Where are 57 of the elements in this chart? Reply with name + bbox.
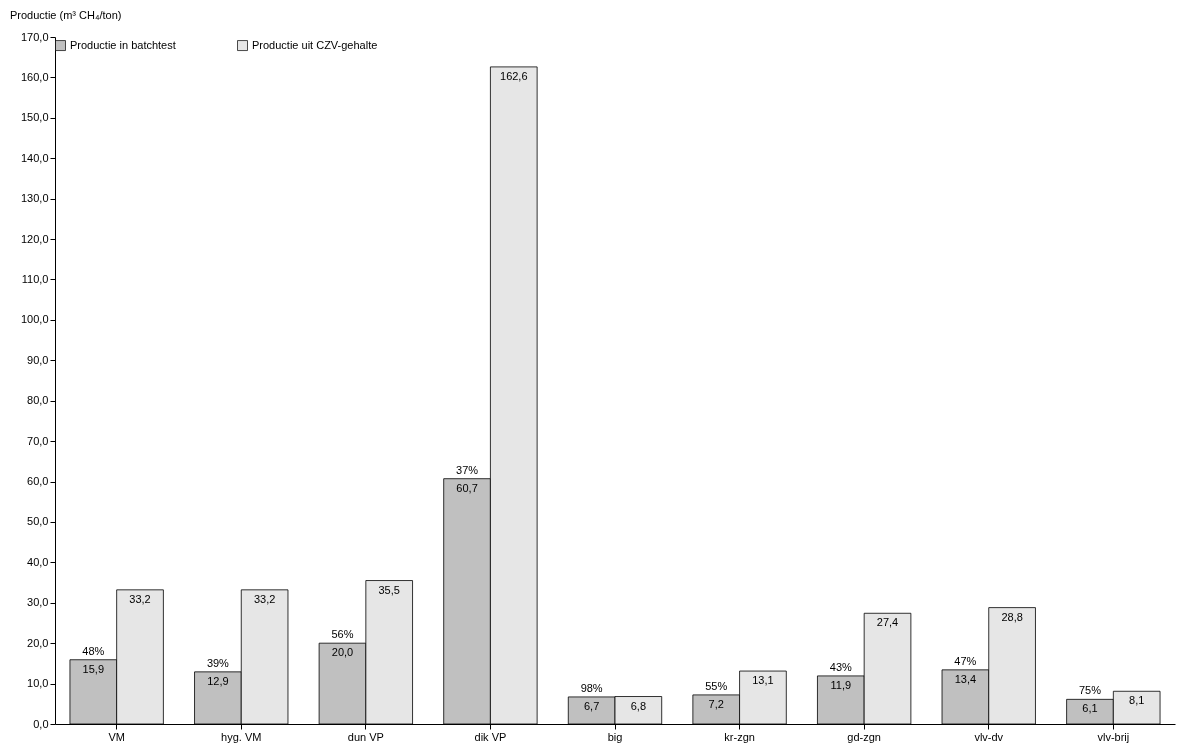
data-label: 60,7 (456, 481, 478, 494)
data-label: 35,5 (378, 583, 400, 596)
data-label: 7,2 (708, 697, 724, 710)
y-tick-label: 170,0 (20, 30, 49, 43)
y-tick-label: 50,0 (27, 515, 49, 528)
y-tick-label: 110,0 (21, 272, 49, 285)
annotation: 98% (580, 681, 603, 694)
y-tick-label: 90,0 (27, 353, 49, 366)
x-tick-label: dik VP (474, 730, 507, 743)
data-label: 15,9 (82, 662, 105, 675)
data-label: 11,9 (830, 678, 852, 691)
data-label: 8,1 (1129, 694, 1145, 707)
annotation: 75% (1078, 684, 1102, 697)
annotation: 43% (829, 660, 853, 673)
x-tick-label: vlv-brij (1097, 730, 1130, 743)
data-label: 27,4 (876, 616, 899, 629)
data-label: 33,2 (129, 592, 151, 605)
y-tick-label: 120,0 (20, 232, 49, 245)
data-label: 13,1 (752, 674, 774, 687)
data-label: 6,1 (1082, 702, 1098, 715)
data-label: 28,8 (1001, 610, 1023, 623)
annotation: 37% (456, 463, 479, 476)
data-label: 162,6 (500, 69, 528, 82)
x-tick-label: VM (108, 730, 125, 743)
data-label: 12,9 (207, 674, 229, 687)
x-tick-label: hyg. VM (221, 730, 262, 743)
y-tick-label: 140,0 (20, 151, 49, 164)
data-label: 6,7 (583, 699, 600, 712)
annotation: 47% (954, 654, 977, 667)
data-label: 13,4 (954, 672, 977, 685)
y-tick-label: 40,0 (27, 555, 49, 568)
y-tick-label: 60,0 (27, 475, 49, 488)
data-label: 20,0 (331, 646, 354, 659)
legend-label: Productie in batchtest (70, 38, 176, 51)
y-tick-label: 150,0 (20, 111, 49, 124)
y-tick-label: 20,0 (27, 636, 49, 649)
annotation: 55% (705, 679, 728, 692)
legend-label: Productie uit CZV-gehalte (252, 38, 378, 51)
y-tick-label: 10,0 (27, 677, 49, 690)
y-tick-label: 70,0 (27, 434, 49, 447)
y-axis-title: Productie (m³ CH₄/ton) (10, 9, 122, 21)
annotation: 48% (82, 644, 105, 657)
y-tick-label: 30,0 (27, 596, 49, 609)
y-tick-label: 100,0 (20, 313, 49, 326)
y-tick-label: 130,0 (20, 192, 49, 205)
annotation: 56% (331, 628, 354, 641)
y-tick-label: 0,0 (33, 717, 49, 730)
x-tick-label: kr-zgn (724, 730, 755, 743)
x-tick-label: vlv-dv (974, 730, 1004, 743)
y-tick-label: 160,0 (20, 70, 49, 83)
x-tick-label: big (607, 730, 623, 743)
x-tick-label: gd-zgn (847, 730, 881, 743)
x-tick-label: dun VP (347, 730, 384, 743)
data-label: 33,2 (253, 592, 276, 605)
annotation: 39% (206, 656, 230, 669)
data-label: 6,8 (630, 699, 647, 712)
y-tick-label: 80,0 (27, 394, 49, 407)
